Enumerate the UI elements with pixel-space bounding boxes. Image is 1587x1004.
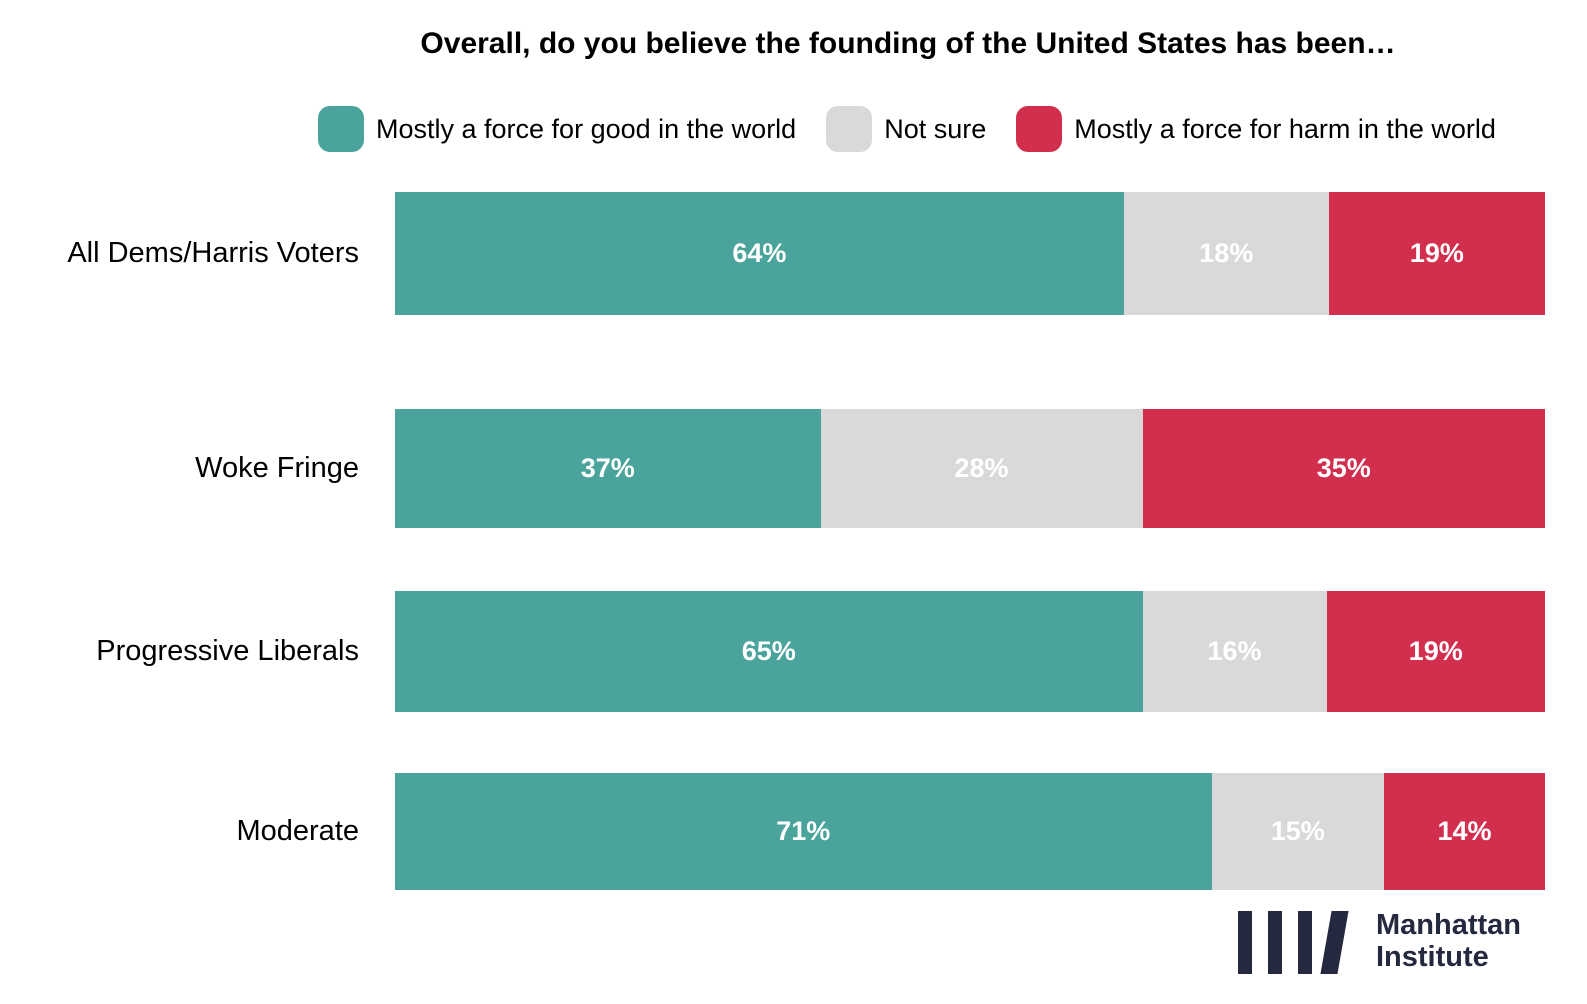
chart-row-progressive-liberals: Progressive Liberals 65% 16% 19%	[0, 591, 1587, 712]
bar-segment-not-sure: 15%	[1211, 773, 1384, 890]
bar-segment-harm: 19%	[1326, 591, 1545, 712]
legend-item-not-sure: Not sure	[826, 106, 986, 152]
value-label: 65%	[741, 636, 796, 666]
chart-title: Overall, do you believe the founding of …	[420, 27, 1396, 60]
bar-segment-good: 64%	[395, 192, 1124, 315]
value-label: 15%	[1270, 816, 1325, 846]
legend-label-harm: Mostly a force for harm in the world	[1074, 113, 1496, 144]
bar-segment-good: 65%	[395, 591, 1143, 712]
value-label: 71%	[776, 816, 831, 846]
legend-swatch-good	[318, 106, 364, 152]
bar-segment-harm: 14%	[1384, 773, 1545, 890]
legend-label-good: Mostly a force for good in the world	[376, 113, 797, 144]
category-label: Progressive Liberals	[96, 635, 359, 667]
category-label: Moderate	[236, 815, 359, 847]
bar-segment-not-sure: 28%	[820, 409, 1143, 528]
category-label: All Dems/Harris Voters	[67, 237, 359, 269]
legend-label-not-sure: Not sure	[884, 113, 987, 144]
legend-item-harm: Mostly a force for harm in the world	[1016, 106, 1496, 152]
legend-swatch-not-sure	[826, 106, 873, 152]
value-label: 28%	[954, 453, 1009, 483]
value-label: 35%	[1316, 453, 1371, 483]
bar-segment-not-sure: 16%	[1142, 591, 1327, 712]
value-label: 64%	[732, 238, 787, 268]
bar-segment-harm: 35%	[1142, 409, 1545, 528]
stacked-bar: 37% 28% 35%	[395, 409, 1545, 528]
stacked-bar: 64% 18% 19%	[395, 192, 1546, 315]
category-label: Woke Fringe	[195, 452, 359, 484]
logo-slash-icon	[1320, 911, 1349, 974]
bar-segment-good: 71%	[395, 773, 1212, 890]
bar-segment-harm: 19%	[1328, 192, 1546, 315]
value-label: 37%	[580, 453, 635, 483]
logo-wordmark: Manhattan Institute	[1376, 909, 1521, 974]
logo-wordmark-line1: Manhattan	[1376, 909, 1521, 941]
bar-segment-good: 37%	[395, 409, 821, 528]
manhattan-institute-logo: Manhattan Institute	[1238, 909, 1548, 980]
stacked-bar: 65% 16% 19%	[395, 591, 1545, 712]
legend-swatch-harm	[1016, 106, 1063, 152]
value-label: 14%	[1437, 816, 1492, 846]
logo-bar-icon	[1268, 911, 1282, 974]
value-label: 19%	[1409, 238, 1464, 268]
value-label: 19%	[1408, 636, 1463, 666]
legend-item-good: Mostly a force for good in the world	[318, 106, 796, 152]
stacked-bar: 71% 15% 14%	[395, 773, 1545, 890]
logo-bar-icon	[1238, 911, 1252, 974]
chart-row-all-dems: All Dems/Harris Voters 64% 18% 19%	[0, 192, 1587, 315]
value-label: 18%	[1199, 238, 1254, 268]
chart-legend: Mostly a force for good in the world Not…	[318, 106, 1496, 152]
bar-segment-not-sure: 18%	[1123, 192, 1329, 315]
chart-row-woke-fringe: Woke Fringe 37% 28% 35%	[0, 409, 1587, 528]
logo-bar-icon	[1298, 911, 1312, 974]
logo-wordmark-line2: Institute	[1376, 940, 1489, 973]
value-label: 16%	[1207, 636, 1262, 666]
chart-row-moderate: Moderate 71% 15% 14%	[0, 773, 1587, 890]
